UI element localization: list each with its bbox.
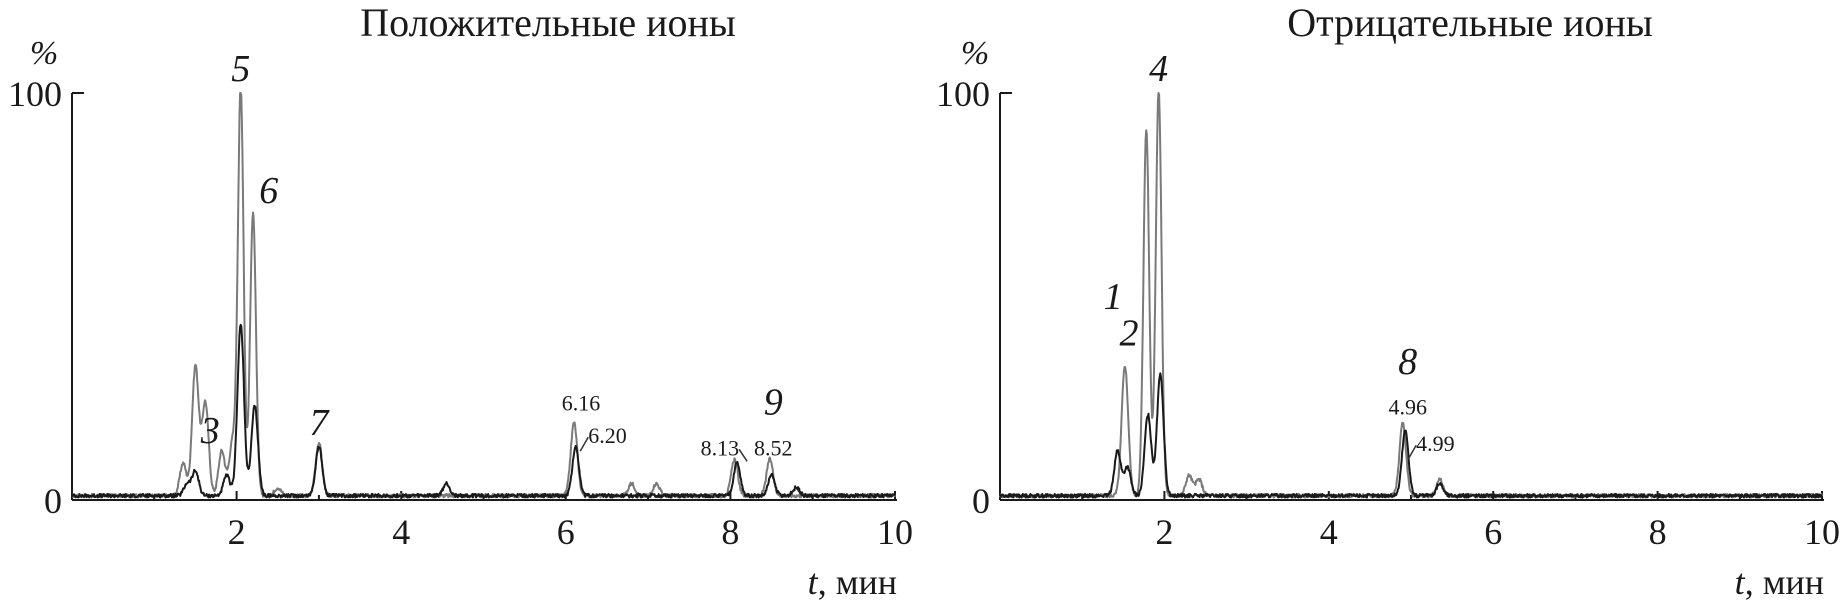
positive-ions-panel: Положительные ионы%100 0 2 4 6 8 10 t, мин 5 6 3 7 6… [8, 0, 913, 602]
y-axis-unit-label: % [961, 35, 989, 72]
peak-number-label: 6 [259, 170, 278, 212]
retention-time-label: 8.52 [754, 435, 793, 460]
peak-number-label: 7 [309, 402, 330, 444]
retention-time-label: 4.96 [1388, 395, 1427, 420]
x-axis-label: t, мин [1735, 562, 1824, 602]
x-tick-label: 4 [1320, 512, 1338, 552]
x-axis-label: t, мин [808, 562, 897, 602]
retention-time-label: 8.13 [701, 435, 740, 460]
x-tick-label: 6 [557, 512, 575, 552]
y-tick-label: 0 [44, 481, 62, 521]
chart-title: Отрицательные ионы [1287, 0, 1653, 45]
peak-number-label: 1 [1104, 276, 1123, 318]
x-axis-variable: t [808, 562, 819, 602]
peak-number-label: 9 [764, 382, 783, 424]
peak-number-label: 3 [200, 410, 220, 452]
x-axis-variable: t [1735, 562, 1746, 602]
y-tick-label: 100 [936, 74, 990, 114]
x-tick-label: 10 [1804, 512, 1840, 552]
y-tick-label: 100 [8, 74, 62, 114]
x-tick-label: 10 [877, 512, 913, 552]
chromatogram-trace [999, 372, 1823, 499]
y-axis-unit-label: % [30, 35, 58, 72]
x-tick-label: 8 [1649, 512, 1667, 552]
x-tick-label: 2 [228, 512, 246, 552]
retention-time-label: 4.99 [1416, 431, 1455, 456]
chromatogram-trace [71, 323, 896, 499]
x-axis-unit: , мин [1745, 562, 1824, 602]
peak-number-label: 4 [1149, 48, 1168, 90]
peak-number-label: 2 [1119, 313, 1138, 355]
retention-time-label: 6.16 [562, 391, 601, 416]
label-leader-line [579, 436, 589, 452]
chart-title: Положительные ионы [360, 0, 736, 45]
x-tick-label: 6 [1484, 512, 1502, 552]
x-tick-label: 2 [1155, 512, 1173, 552]
x-tick-label: 8 [721, 512, 739, 552]
y-tick-label: 0 [972, 481, 990, 521]
x-tick-label: 4 [392, 512, 410, 552]
peak-number-label: 5 [231, 48, 250, 90]
retention-time-label: 6.20 [588, 423, 627, 448]
label-leader-line [738, 448, 748, 462]
x-axis-unit: , мин [818, 562, 897, 602]
label-leader-line [1407, 444, 1417, 460]
chromatogram-trace [999, 92, 1823, 499]
peak-number-label: 8 [1398, 341, 1417, 383]
